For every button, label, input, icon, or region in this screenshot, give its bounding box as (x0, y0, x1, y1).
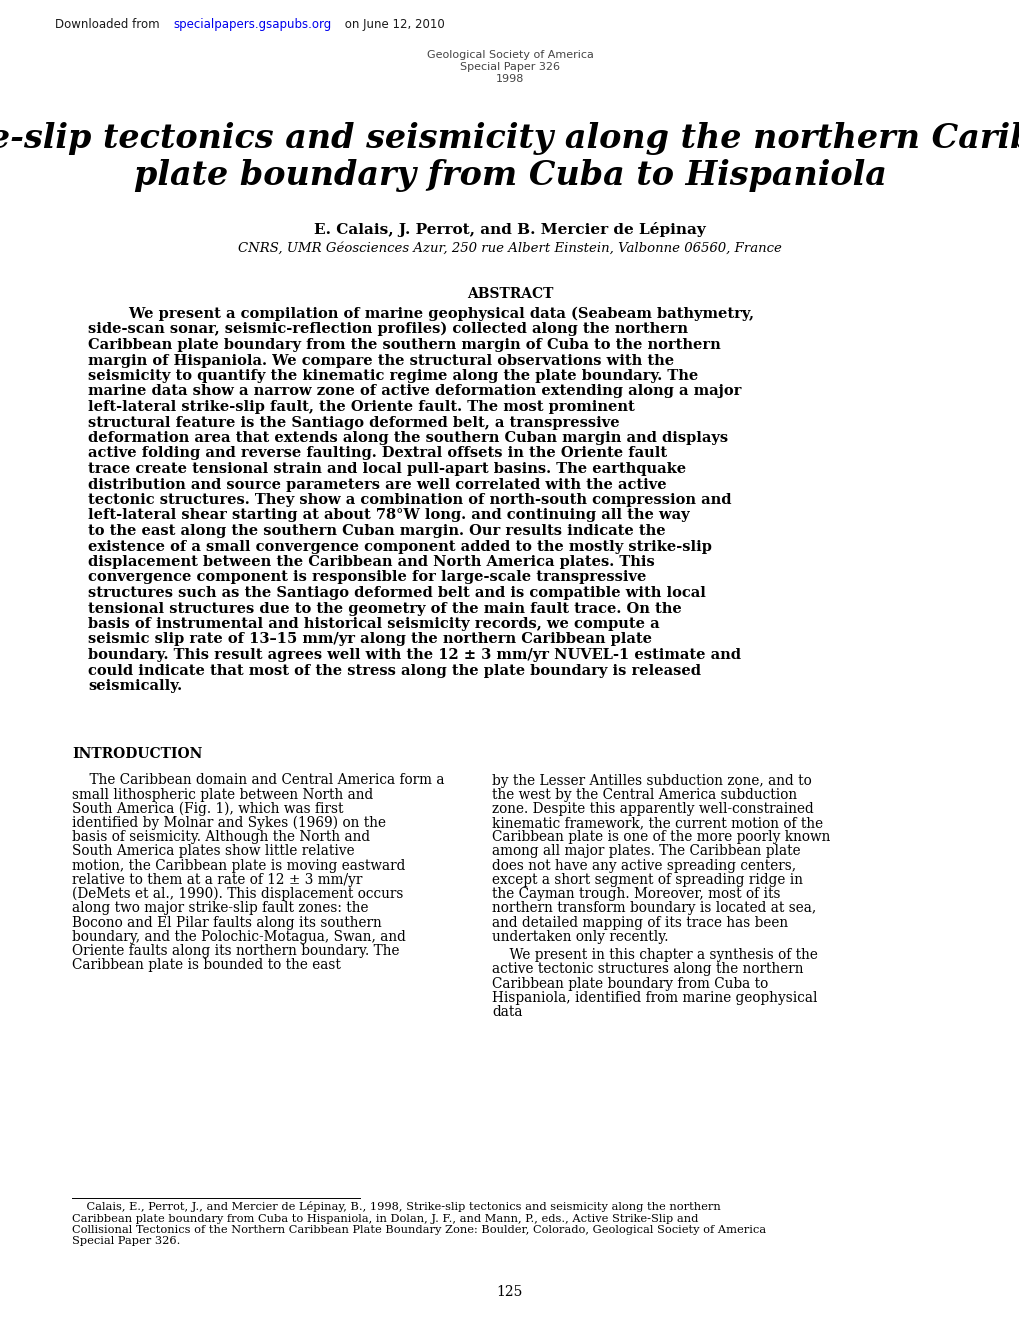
Text: basis of seismicity. Although the North and: basis of seismicity. Although the North … (72, 830, 370, 845)
Text: except a short segment of spreading ridge in: except a short segment of spreading ridg… (491, 873, 802, 887)
Text: Caribbean plate boundary from the southern margin of Cuba to the northern: Caribbean plate boundary from the southe… (88, 338, 720, 352)
Text: South America (Fig. 1), which was first: South America (Fig. 1), which was first (72, 801, 343, 816)
Text: northern transform boundary is located at sea,: northern transform boundary is located a… (491, 902, 815, 915)
Text: (DeMets et al., 1990). This displacement occurs: (DeMets et al., 1990). This displacement… (72, 887, 403, 902)
Text: The Caribbean domain and Central America form a: The Caribbean domain and Central America… (72, 774, 444, 788)
Text: the Cayman trough. Moreover, most of its: the Cayman trough. Moreover, most of its (491, 887, 780, 902)
Text: convergence component is responsible for large-scale transpressive: convergence component is responsible for… (88, 570, 646, 585)
Text: E. Calais, J. Perrot, and B. Mercier de Lépinay: E. Calais, J. Perrot, and B. Mercier de … (314, 222, 705, 238)
Text: Caribbean plate boundary from Cuba to: Caribbean plate boundary from Cuba to (491, 977, 767, 990)
Text: relative to them at a rate of 12 ± 3 mm/yr: relative to them at a rate of 12 ± 3 mm/… (72, 873, 362, 887)
Text: identified by Molnar and Sykes (1969) on the: identified by Molnar and Sykes (1969) on… (72, 816, 385, 830)
Text: boundary, and the Polochic-Motagua, Swan, and: boundary, and the Polochic-Motagua, Swan… (72, 929, 406, 944)
Text: Strike-slip tectonics and seismicity along the northern Caribbean: Strike-slip tectonics and seismicity alo… (0, 121, 1019, 154)
Text: tensional structures due to the geometry of the main fault trace. On the: tensional structures due to the geometry… (88, 602, 681, 615)
Text: small lithospheric plate between North and: small lithospheric plate between North a… (72, 788, 373, 801)
Text: seismic slip rate of 13–15 mm/yr along the northern Caribbean plate: seismic slip rate of 13–15 mm/yr along t… (88, 632, 651, 647)
Text: ABSTRACT: ABSTRACT (467, 286, 552, 301)
Text: could indicate that most of the stress along the plate boundary is released: could indicate that most of the stress a… (88, 664, 700, 677)
Text: on June 12, 2010: on June 12, 2010 (340, 18, 444, 30)
Text: marine data show a narrow zone of active deformation extending along a major: marine data show a narrow zone of active… (88, 384, 741, 399)
Text: structures such as the Santiago deformed belt and is compatible with local: structures such as the Santiago deformed… (88, 586, 705, 601)
Text: data: data (491, 1005, 522, 1019)
Text: seismicity to quantify the kinematic regime along the plate boundary. The: seismicity to quantify the kinematic reg… (88, 370, 698, 383)
Text: side-scan sonar, seismic-reflection profiles) collected along the northern: side-scan sonar, seismic-reflection prof… (88, 322, 688, 337)
Text: plate boundary from Cuba to Hispaniola: plate boundary from Cuba to Hispaniola (133, 158, 886, 191)
Text: Oriente faults along its northern boundary. The: Oriente faults along its northern bounda… (72, 944, 399, 958)
Text: 125: 125 (496, 1284, 523, 1299)
Text: Calais, E., Perrot, J., and Mercier de Lépinay, B., 1998, Strike-slip tectonics : Calais, E., Perrot, J., and Mercier de L… (72, 1201, 720, 1212)
Text: active tectonic structures along the northern: active tectonic structures along the nor… (491, 962, 803, 977)
Text: among all major plates. The Caribbean plate: among all major plates. The Caribbean pl… (491, 845, 800, 858)
Text: Caribbean plate boundary from Cuba to Hispaniola, in Dolan, J. F., and Mann, P.,: Caribbean plate boundary from Cuba to Hi… (72, 1213, 698, 1224)
Text: active folding and reverse faulting. Dextral offsets in the Oriente fault: active folding and reverse faulting. Dex… (88, 446, 666, 461)
Text: Hispaniola, identified from marine geophysical: Hispaniola, identified from marine geoph… (491, 991, 816, 1005)
Text: INTRODUCTION: INTRODUCTION (72, 747, 202, 762)
Text: Collisional Tectonics of the Northern Caribbean Plate Boundary Zone: Boulder, Co: Collisional Tectonics of the Northern Ca… (72, 1225, 765, 1236)
Text: basis of instrumental and historical seismicity records, we compute a: basis of instrumental and historical sei… (88, 616, 659, 631)
Text: Special Paper 326: Special Paper 326 (460, 62, 559, 73)
Text: Caribbean plate is one of the more poorly known: Caribbean plate is one of the more poorl… (491, 830, 829, 845)
Text: CNRS, UMR Géosciences Azur, 250 rue Albert Einstein, Valbonne 06560, France: CNRS, UMR Géosciences Azur, 250 rue Albe… (237, 242, 782, 255)
Text: seismically.: seismically. (88, 678, 182, 693)
Text: specialpapers.gsapubs.org: specialpapers.gsapubs.org (173, 18, 331, 30)
Text: left-lateral shear starting at about 78°W long. and continuing all the way: left-lateral shear starting at about 78°… (88, 508, 689, 523)
Text: We present in this chapter a synthesis of the: We present in this chapter a synthesis o… (491, 948, 817, 962)
Text: distribution and source parameters are well correlated with the active: distribution and source parameters are w… (88, 478, 666, 491)
Text: zone. Despite this apparently well-constrained: zone. Despite this apparently well-const… (491, 801, 813, 816)
Text: We present a compilation of marine geophysical data (Seabeam bathymetry,: We present a compilation of marine geoph… (88, 306, 753, 321)
Text: trace create tensional strain and local pull-apart basins. The earthquake: trace create tensional strain and local … (88, 462, 686, 477)
Text: Bocono and El Pilar faults along its southern: Bocono and El Pilar faults along its sou… (72, 916, 381, 929)
Text: undertaken only recently.: undertaken only recently. (491, 929, 667, 944)
Text: motion, the Caribbean plate is moving eastward: motion, the Caribbean plate is moving ea… (72, 859, 405, 873)
Text: displacement between the Caribbean and North America plates. This: displacement between the Caribbean and N… (88, 554, 654, 569)
Text: Downloaded from: Downloaded from (55, 18, 163, 30)
Text: deformation area that extends along the southern Cuban margin and displays: deformation area that extends along the … (88, 432, 728, 445)
Text: 1998: 1998 (495, 74, 524, 84)
Text: the west by the Central America subduction: the west by the Central America subducti… (491, 788, 796, 801)
Text: does not have any active spreading centers,: does not have any active spreading cente… (491, 859, 796, 873)
Text: left-lateral strike-slip fault, the Oriente fault. The most prominent: left-lateral strike-slip fault, the Orie… (88, 400, 634, 414)
Text: Special Paper 326.: Special Paper 326. (72, 1237, 180, 1246)
Text: along two major strike-slip fault zones: the: along two major strike-slip fault zones:… (72, 902, 368, 915)
Text: kinematic framework, the current motion of the: kinematic framework, the current motion … (491, 816, 822, 830)
Text: structural feature is the Santiago deformed belt, a transpressive: structural feature is the Santiago defor… (88, 416, 619, 429)
Text: Geological Society of America: Geological Society of America (426, 50, 593, 59)
Text: by the Lesser Antilles subduction zone, and to: by the Lesser Antilles subduction zone, … (491, 774, 811, 788)
Text: South America plates show little relative: South America plates show little relativ… (72, 845, 355, 858)
Text: margin of Hispaniola. We compare the structural observations with the: margin of Hispaniola. We compare the str… (88, 354, 674, 367)
Text: to the east along the southern Cuban margin. Our results indicate the: to the east along the southern Cuban mar… (88, 524, 665, 539)
Text: existence of a small convergence component added to the mostly strike-slip: existence of a small convergence compone… (88, 540, 711, 553)
Text: and detailed mapping of its trace has been: and detailed mapping of its trace has be… (491, 916, 788, 929)
Text: tectonic structures. They show a combination of north-south compression and: tectonic structures. They show a combina… (88, 492, 731, 507)
Text: Caribbean plate is bounded to the east: Caribbean plate is bounded to the east (72, 958, 340, 972)
Text: boundary. This result agrees well with the 12 ± 3 mm/yr NUVEL-1 estimate and: boundary. This result agrees well with t… (88, 648, 740, 663)
